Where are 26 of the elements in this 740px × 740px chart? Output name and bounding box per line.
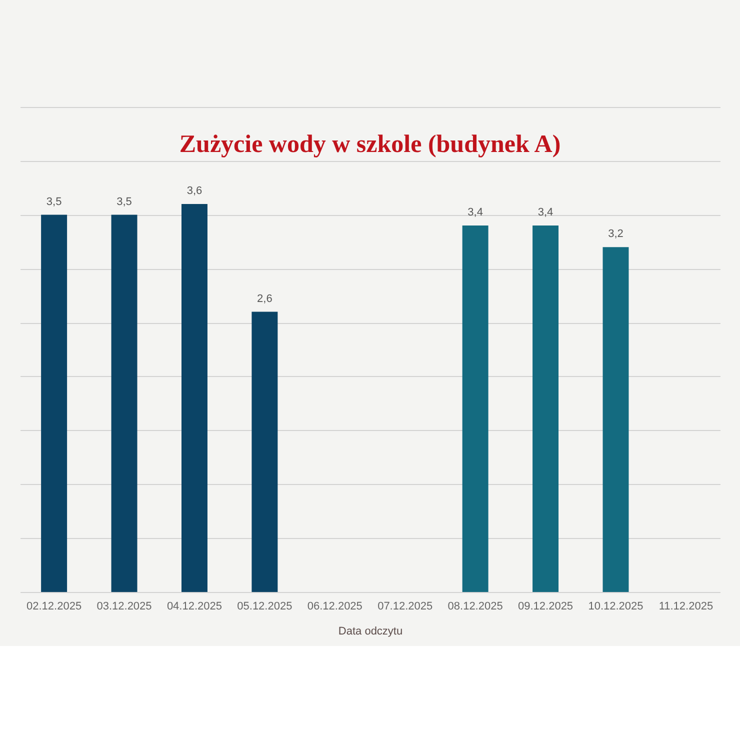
x-tick-label: 04.12.2025 bbox=[166, 600, 222, 612]
data-label: 3,2 bbox=[608, 228, 624, 240]
x-tick-label: 06.12.2025 bbox=[307, 600, 362, 612]
data-label: 3,5 bbox=[46, 196, 62, 208]
x-tick-label: 09.12.2025 bbox=[518, 600, 574, 612]
data-label: 3,4 bbox=[538, 206, 554, 219]
bar bbox=[532, 226, 559, 592]
x-tick-label: 10.12.2025 bbox=[588, 600, 644, 612]
bar bbox=[41, 214, 68, 592]
data-label: 2,6 bbox=[257, 292, 272, 305]
data-label: 3,4 bbox=[468, 206, 483, 219]
bar bbox=[602, 247, 629, 592]
x-tick-label: 11.12.2025 bbox=[658, 600, 714, 612]
bar bbox=[252, 312, 278, 592]
x-tick-label: 02.12.2025 bbox=[26, 600, 82, 612]
data-label: 3,6 bbox=[186, 185, 202, 197]
x-tick-label: 05.12.2025 bbox=[237, 600, 292, 612]
x-tick-label: 07.12.2025 bbox=[378, 600, 433, 612]
x-tick-label: 03.12.2025 bbox=[96, 600, 152, 612]
data-label: 3,5 bbox=[116, 196, 132, 208]
x-tick-label: 08.12.2025 bbox=[448, 600, 503, 612]
bar bbox=[111, 214, 138, 592]
text: Zużycie wody w szkole (budynek A) bbox=[179, 131, 561, 158]
bar bbox=[181, 204, 208, 592]
x-axis-title: Data odczytu bbox=[338, 626, 403, 638]
bar bbox=[462, 226, 488, 592]
